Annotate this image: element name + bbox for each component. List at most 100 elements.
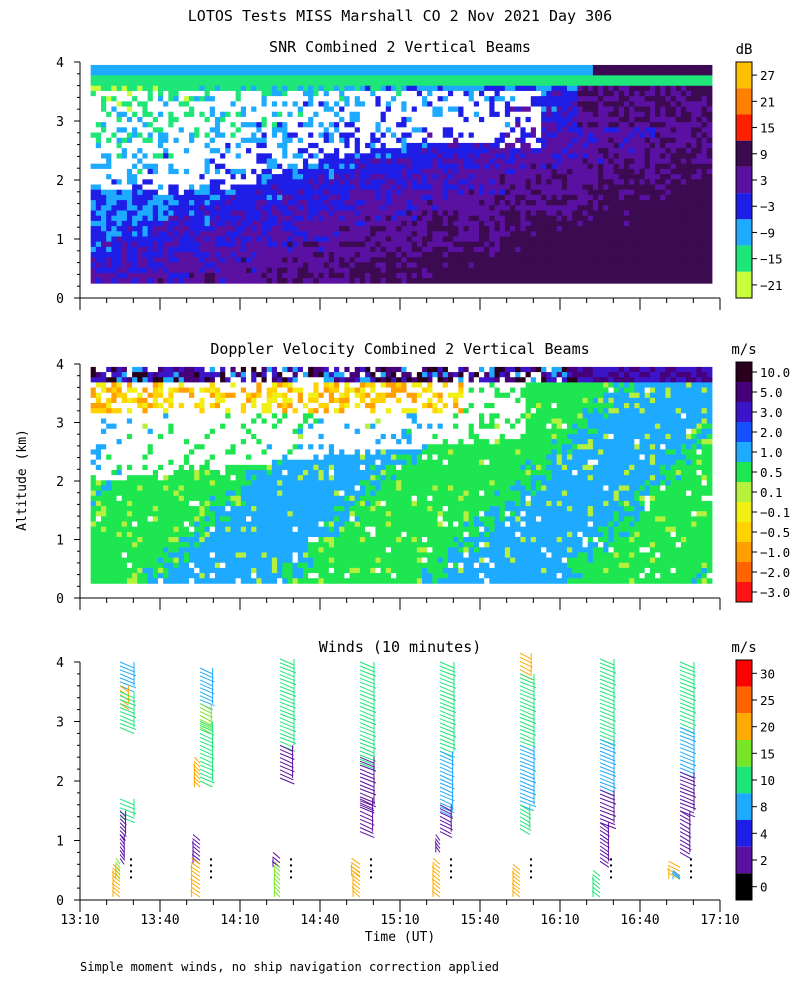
- heatmap-cell: [618, 122, 625, 128]
- heatmap-cell: [339, 90, 345, 97]
- heatmap-cell: [561, 272, 568, 279]
- heatmap-cell: [323, 132, 330, 139]
- heatmap-cell: [261, 148, 268, 154]
- heatmap-cell: [629, 252, 635, 258]
- heatmap-cell: [468, 64, 475, 71]
- heatmap-cell: [173, 194, 180, 201]
- heatmap-cell: [354, 241, 361, 248]
- heatmap-cell: [147, 142, 154, 149]
- heatmap-cell: [308, 174, 314, 180]
- heatmap-cell: [644, 257, 651, 263]
- heatmap-cell: [339, 111, 345, 118]
- heatmap-cell: [266, 96, 273, 102]
- heatmap-cell: [649, 137, 656, 144]
- heatmap-cell: [323, 80, 330, 87]
- heatmap-cell: [178, 70, 185, 76]
- heatmap-cell: [225, 220, 231, 227]
- heatmap-cell: [556, 85, 563, 92]
- heatmap-cell: [271, 153, 278, 159]
- heatmap-cell: [608, 96, 615, 102]
- heatmap-cell: [230, 200, 237, 206]
- heatmap-cell: [432, 226, 438, 232]
- heatmap-cell: [116, 85, 123, 92]
- heatmap-cell: [95, 75, 102, 81]
- heatmap-cell: [116, 236, 123, 243]
- heatmap-cell: [603, 111, 609, 118]
- heatmap-cell: [152, 200, 159, 206]
- heatmap-cell: [365, 116, 371, 123]
- heatmap-cell: [525, 220, 532, 227]
- heatmap-cell: [686, 106, 692, 113]
- heatmap-cell: [442, 184, 449, 191]
- heatmap-cell: [572, 142, 578, 149]
- heatmap-cell: [90, 106, 97, 113]
- heatmap-cell: [302, 163, 309, 170]
- heatmap-cell: [116, 75, 123, 81]
- heatmap-cell: [510, 189, 516, 196]
- heatmap-cell: [209, 215, 216, 222]
- heatmap-cell: [484, 272, 490, 279]
- heatmap-cell: [334, 241, 340, 248]
- heatmap-cell: [354, 200, 361, 206]
- heatmap-cell: [282, 272, 288, 279]
- heatmap-cell: [183, 168, 190, 175]
- heatmap-cell: [235, 200, 242, 206]
- heatmap-cell: [551, 142, 558, 149]
- heatmap-cell: [541, 179, 547, 185]
- heatmap-cell: [328, 200, 335, 206]
- heatmap-cell: [106, 272, 112, 279]
- heatmap-cell: [277, 220, 283, 227]
- heatmap-cell: [344, 252, 350, 258]
- heatmap-cell: [209, 278, 216, 284]
- heatmap-cell: [344, 200, 350, 206]
- heatmap-cell: [370, 241, 376, 248]
- heatmap-cell: [623, 184, 630, 191]
- heatmap-cell: [453, 153, 459, 159]
- heatmap-cell: [577, 132, 583, 139]
- heatmap-cell: [313, 70, 319, 76]
- heatmap-cell: [458, 90, 464, 97]
- heatmap-cell: [629, 158, 635, 165]
- heatmap-cell: [665, 246, 671, 253]
- heatmap-cell: [318, 252, 325, 258]
- heatmap-cell: [442, 241, 449, 248]
- heatmap-cell: [489, 262, 495, 269]
- heatmap-cell: [680, 163, 687, 170]
- heatmap-cell: [510, 215, 516, 222]
- heatmap-cell: [101, 220, 107, 227]
- heatmap-cell: [95, 267, 102, 274]
- heatmap-cell: [225, 132, 231, 139]
- heatmap-cell: [541, 205, 547, 211]
- heatmap-cell: [401, 257, 407, 263]
- heatmap-cell: [618, 85, 625, 92]
- heatmap-cell: [339, 220, 345, 227]
- heatmap-cell: [463, 267, 470, 274]
- heatmap-cell: [634, 127, 640, 133]
- heatmap-cell: [639, 96, 646, 102]
- heatmap-cell: [489, 267, 495, 274]
- heatmap-cell: [292, 122, 299, 128]
- heatmap-cell: [401, 64, 407, 71]
- heatmap-cell: [618, 116, 625, 123]
- heatmap-cell: [623, 200, 630, 206]
- heatmap-cell: [204, 252, 211, 258]
- heatmap-cell: [582, 189, 589, 196]
- heatmap-cell: [515, 148, 521, 154]
- heatmap-cell: [251, 174, 257, 180]
- heatmap-cell: [442, 272, 449, 279]
- heatmap-cell: [168, 122, 174, 128]
- heatmap-cell: [629, 85, 635, 92]
- heatmap-cell: [365, 236, 371, 243]
- heatmap-cell: [375, 179, 382, 185]
- heatmap-cell: [199, 111, 205, 118]
- heatmap-cell: [297, 137, 304, 144]
- heatmap-cell: [494, 132, 501, 139]
- heatmap-cell: [587, 231, 594, 237]
- heatmap-cell: [535, 163, 542, 170]
- heatmap-cell: [152, 148, 159, 154]
- heatmap-cell: [147, 205, 154, 211]
- heatmap-cell: [437, 137, 444, 144]
- heatmap-cell: [287, 272, 293, 279]
- heatmap-cell: [458, 132, 464, 139]
- heatmap-cell: [515, 267, 521, 274]
